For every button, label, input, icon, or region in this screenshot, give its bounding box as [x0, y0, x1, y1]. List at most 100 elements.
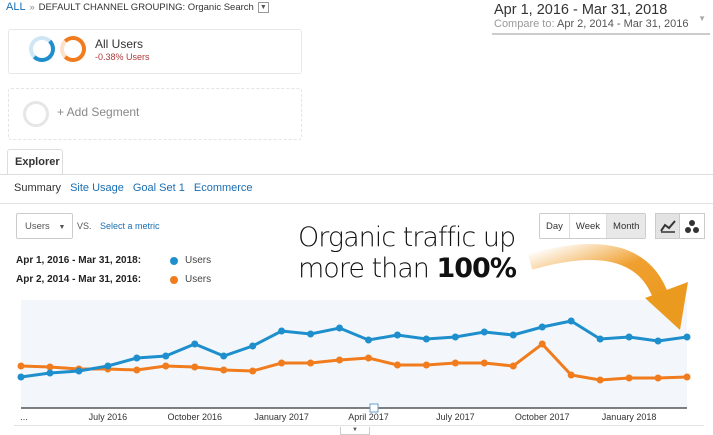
month-button[interactable]: Month: [607, 214, 646, 238]
x-tick-label: October 2017: [514, 412, 570, 422]
data-point[interactable]: [538, 323, 546, 331]
tab-explorer[interactable]: Explorer: [7, 149, 63, 174]
add-segment-button[interactable]: + Add Segment: [8, 88, 302, 140]
data-point[interactable]: [393, 361, 401, 369]
data-point[interactable]: [683, 373, 691, 381]
metric-selected: Users: [25, 221, 50, 232]
data-point[interactable]: [654, 374, 662, 382]
data-point[interactable]: [567, 371, 575, 379]
day-button[interactable]: Day: [540, 214, 570, 238]
plot-area: [21, 300, 687, 408]
data-point[interactable]: [17, 362, 25, 370]
collapse-chart-button[interactable]: ▼: [340, 427, 370, 435]
segment-all-users[interactable]: All Users -0.38% Users: [8, 29, 302, 74]
segment-change: -0.38% Users: [95, 52, 150, 62]
empty-segment-icon: [23, 101, 49, 127]
subtab-summary[interactable]: Summary: [14, 182, 62, 194]
data-point[interactable]: [596, 335, 604, 343]
granularity-buttons: Day Week Month: [539, 213, 647, 239]
data-point[interactable]: [191, 363, 199, 371]
segment-donut-icon: [29, 36, 55, 62]
data-point[interactable]: [133, 354, 141, 362]
x-tick-label: April 2017: [348, 412, 389, 422]
metric-dropdown[interactable]: Users ▼: [16, 213, 73, 239]
subtab-goal-set-1[interactable]: Goal Set 1: [132, 182, 185, 194]
week-button[interactable]: Week: [570, 214, 608, 238]
x-tick-label: July 2016: [88, 412, 128, 422]
data-point[interactable]: [422, 335, 430, 343]
segment-name: All Users: [95, 37, 144, 51]
arrow-icon: [527, 244, 670, 303]
breadcrumb: ALL» DEFAULT CHANNEL GROUPING: Organic Se…: [6, 1, 269, 13]
motion-chart-icon[interactable]: [680, 214, 704, 238]
legend-dot-icon: [170, 276, 178, 284]
compare-range: Apr 2, 2014 - Mar 31, 2016: [556, 18, 689, 30]
data-point[interactable]: [393, 331, 401, 339]
x-tick-label: July 2017: [436, 412, 475, 422]
data-point[interactable]: [336, 324, 344, 332]
data-point[interactable]: [249, 367, 257, 375]
data-point[interactable]: [422, 361, 430, 369]
breadcrumb-separator: »: [29, 2, 35, 12]
segment-donut-icon: [60, 36, 86, 62]
chevron-down-icon: ▼: [58, 224, 66, 231]
data-point[interactable]: [364, 336, 372, 344]
series-line: [20, 341, 688, 382]
annotation-line1: Organic traffic up: [298, 222, 516, 253]
data-point[interactable]: [162, 352, 170, 360]
data-point[interactable]: [625, 374, 633, 382]
data-point[interactable]: [133, 366, 141, 374]
data-point[interactable]: [46, 369, 54, 377]
breadcrumb-all-link[interactable]: ALL: [6, 1, 26, 13]
arrow-head-icon: [645, 282, 688, 330]
data-point[interactable]: [220, 352, 228, 360]
data-point[interactable]: [451, 359, 459, 367]
data-point[interactable]: [307, 359, 315, 367]
divider: [0, 174, 713, 175]
data-point[interactable]: [625, 333, 633, 341]
date-range-picker[interactable]: Apr 1, 2016 - Mar 31, 2018 Compare to: A…: [492, 2, 710, 35]
subtabs: Summary Site Usage Goal Set 1 Ecommerce: [14, 182, 262, 194]
data-point[interactable]: [364, 354, 372, 362]
data-point[interactable]: [162, 362, 170, 370]
data-point[interactable]: [249, 342, 257, 350]
data-point[interactable]: [683, 333, 691, 341]
data-point[interactable]: [538, 340, 546, 348]
data-point[interactable]: [278, 359, 286, 367]
data-point[interactable]: [509, 331, 517, 339]
data-point[interactable]: [509, 362, 517, 370]
series-line: [20, 319, 688, 379]
data-point[interactable]: [480, 328, 488, 336]
chevron-down-icon: ▼: [698, 14, 706, 23]
legend-metric: Users: [185, 255, 212, 266]
data-point[interactable]: [336, 356, 344, 364]
data-point[interactable]: [307, 330, 315, 338]
data-point[interactable]: [220, 366, 228, 374]
date-range-main: Apr 1, 2016 - Mar 31, 2018: [494, 2, 668, 18]
data-point[interactable]: [278, 327, 286, 335]
annotation-marker-icon[interactable]: [369, 403, 379, 413]
line-chart-icon[interactable]: [656, 214, 681, 238]
subtab-site-usage[interactable]: Site Usage: [70, 182, 124, 194]
select-metric-link[interactable]: Select a metric: [100, 221, 160, 231]
divider: [0, 203, 713, 204]
data-point[interactable]: [596, 376, 604, 384]
x-tick-label: October 2016: [167, 412, 223, 422]
annotation-highlight: 100%: [436, 253, 516, 284]
data-point[interactable]: [654, 337, 662, 345]
chevron-down-icon[interactable]: ▼: [257, 1, 269, 13]
chart-type-toggle: [655, 213, 705, 239]
data-point[interactable]: [104, 362, 112, 370]
data-point[interactable]: [75, 367, 83, 375]
data-point[interactable]: [567, 317, 575, 325]
data-point[interactable]: [17, 373, 25, 381]
x-tick-label: January 2018: [601, 412, 657, 422]
subtab-ecommerce[interactable]: Ecommerce: [193, 182, 253, 194]
data-point[interactable]: [46, 363, 54, 371]
legend-metric: Users: [185, 274, 212, 285]
data-point[interactable]: [191, 340, 199, 348]
divider: [14, 425, 704, 426]
data-point[interactable]: [480, 359, 488, 367]
data-point[interactable]: [451, 333, 459, 341]
legend-current: Apr 1, 2016 - Mar 31, 2018: Users: [16, 255, 211, 266]
